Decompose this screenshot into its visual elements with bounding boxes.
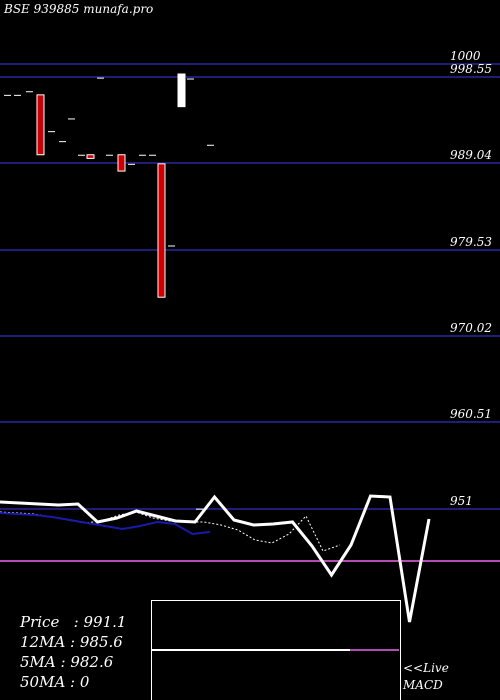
blue-ma-line bbox=[0, 512, 211, 536]
stats-panel: Price : 991.1 12MA : 985.6 5MA : 982.6 5… bbox=[20, 612, 126, 692]
price-label-4: 970.02 bbox=[450, 321, 492, 335]
candle-16 bbox=[168, 245, 175, 247]
candle-4 bbox=[48, 131, 55, 133]
candle-2 bbox=[26, 91, 33, 93]
price-label-0: 1000 bbox=[450, 49, 481, 63]
candle-8 bbox=[86, 154, 95, 159]
price-label-5: 960.51 bbox=[450, 407, 492, 421]
price-label-3: 979.53 bbox=[450, 235, 492, 249]
candle-7 bbox=[78, 154, 85, 156]
volume-line bbox=[0, 494, 431, 623]
stat-5ma: 5MA : 982.6 bbox=[20, 653, 114, 671]
watermark: BSE 939885 munafa.pro bbox=[4, 2, 154, 16]
candle-19 bbox=[196, 508, 203, 510]
stat-50ma: 50MA : 0 bbox=[20, 673, 90, 691]
candle-13 bbox=[139, 154, 146, 156]
stat-12ma: 12MA : 985.6 bbox=[20, 633, 123, 651]
candle-17 bbox=[177, 73, 186, 108]
candle-6 bbox=[68, 118, 75, 120]
candle-15 bbox=[157, 163, 166, 298]
stat-price: Price : 991.1 bbox=[20, 613, 127, 631]
candle-18 bbox=[187, 78, 194, 80]
macd-panel bbox=[151, 600, 401, 700]
live-macd-link[interactable]: <<Live MACD bbox=[403, 661, 449, 692]
candle-20 bbox=[207, 144, 214, 146]
candle-12 bbox=[128, 163, 135, 165]
price-label-6: 951 bbox=[450, 494, 473, 508]
dotted-ma-line bbox=[0, 511, 341, 552]
price-label-2: 989.04 bbox=[450, 148, 492, 162]
candle-9 bbox=[97, 77, 104, 79]
candle-11 bbox=[117, 154, 126, 172]
candle-1 bbox=[14, 94, 21, 96]
candle-14 bbox=[149, 154, 156, 156]
candle-10 bbox=[106, 154, 113, 156]
price-label-1: 998.55 bbox=[450, 62, 492, 76]
candle-3 bbox=[36, 94, 45, 156]
candle-5 bbox=[59, 141, 66, 143]
candle-0 bbox=[4, 94, 11, 96]
